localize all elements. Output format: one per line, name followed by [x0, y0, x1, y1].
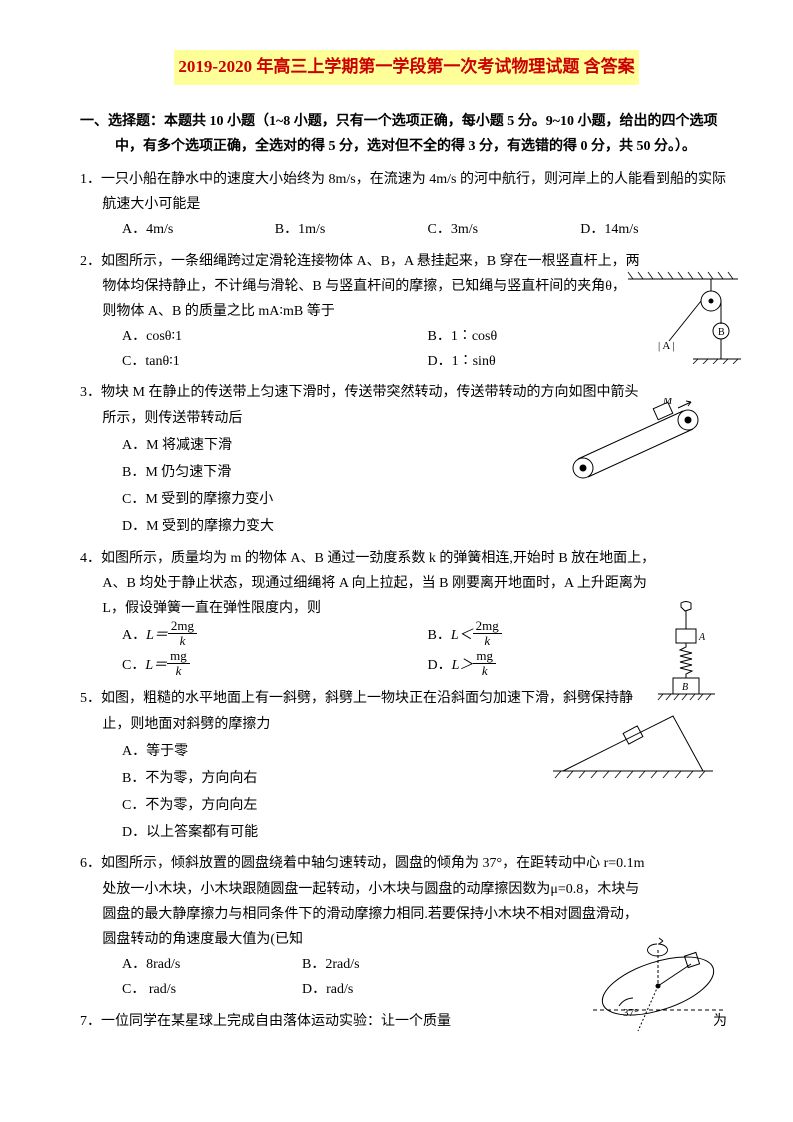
q4-opt-c: C．L＝mgk	[122, 651, 428, 681]
title-wrap: 2019-2020 年高三上学期第一学段第一次考试物理试题 含答案	[80, 50, 733, 99]
q6-options-row2: C． rad/s D．rad/s	[80, 977, 482, 1002]
label-m: M	[662, 398, 673, 407]
section-heading: 一、选择题：本题共 10 小题（1~8 小题，只有一个选项正确，每小题 5 分。…	[80, 109, 733, 159]
conveyor-diagram-icon: M	[563, 398, 713, 483]
q4-d-den: k	[473, 664, 496, 678]
q4-b-eq: L＜	[451, 628, 473, 643]
q6-l2: 处放一小木块，小木块跟随圆盘一起转动，小木块与圆盘的动摩擦因数为μ=0.8，木块…	[80, 877, 733, 902]
q2-opt-c: C．tanθ∶1	[122, 349, 428, 374]
page: 2019-2020 年高三上学期第一学段第一次考试物理试题 含答案 一、选择题：…	[0, 0, 793, 1122]
q2-opt-a: A．cosθ∶1	[122, 324, 428, 349]
incline-diagram-icon	[553, 701, 713, 781]
q6-opt-c: C． rad/s	[122, 977, 302, 1002]
q5-opt-c: C．不为零，方向向左	[122, 793, 733, 818]
label-a: | A |	[658, 340, 675, 352]
q3-opt-d: D．M 受到的摩擦力变大	[122, 514, 733, 539]
label-b: B	[718, 327, 725, 338]
q4-b-prefix: B．	[428, 628, 451, 643]
q7-tail: 为	[577, 1009, 733, 1034]
q1-stem: 1．一只小船在静水中的速度大小始终为 8m/s，在流速为 4m/s 的河中航行，…	[80, 167, 733, 217]
q4-l2: A、B 均处于静止状态，现通过细绳将 A 向上拉起，当 B 刚要离开地面时，A …	[80, 571, 733, 596]
q6-opt-a: A．8rad/s	[122, 952, 302, 977]
question-5: 5．如图，粗糙的水平地面上有一斜劈，斜劈上一物块正在沿斜面匀加速下滑，斜劈保持静…	[80, 686, 733, 845]
question-7: 7．一位同学在某星球上完成自由落体运动实验：让一个质量 为	[80, 1009, 733, 1034]
q4-a-num: 2mg	[168, 619, 197, 634]
q4-l1: 4．如图所示，质量均为 m 的物体 A、B 通过一劲度系数 k 的弹簧相连,开始…	[80, 546, 733, 571]
q6-opt-d: D．rad/s	[302, 977, 482, 1002]
q1-opt-b: B．1m/s	[275, 217, 428, 242]
q6-l1: 6．如图所示，倾斜放置的圆盘绕着中轴匀速转动，圆盘的倾角为 37°，在距转动中心…	[80, 851, 733, 876]
q6-options-row1: A．8rad/s B．2rad/s	[80, 952, 482, 977]
q4-options-row2: C．L＝mgk D．L＞mgk	[80, 651, 733, 681]
label-a2: A	[698, 632, 706, 643]
q4-d-num: mg	[473, 649, 496, 664]
q4-c-prefix: C．	[122, 658, 145, 673]
q4-opt-a: A．L＝2mgk	[122, 621, 428, 651]
q2-figure: B | A |	[623, 269, 743, 364]
q5-opt-d: D．以上答案都有可能	[122, 820, 733, 845]
q6-opt-b: B．2rad/s	[302, 952, 482, 977]
q4-d-eq: L＞	[452, 658, 474, 673]
pulley-diagram-icon: B | A |	[623, 269, 743, 364]
question-4: 4．如图所示，质量均为 m 的物体 A、B 通过一劲度系数 k 的弹簧相连,开始…	[80, 546, 733, 681]
question-6: 6．如图所示，倾斜放置的圆盘绕着中轴匀速转动，圆盘的倾角为 37°，在距转动中心…	[80, 851, 733, 1002]
q4-b-num: 2mg	[473, 619, 502, 634]
question-3: 3．物块 M 在静止的传送带上匀速下滑时，传送带突然转动，传送带转动的方向如图中…	[80, 380, 733, 539]
exam-title: 2019-2020 年高三上学期第一学段第一次考试物理试题 含答案	[174, 50, 638, 85]
question-1: 1．一只小船在静水中的速度大小始终为 8m/s，在流速为 4m/s 的河中航行，…	[80, 167, 733, 243]
q4-a-prefix: A．	[122, 628, 146, 643]
q6-l3: 圆盘的最大静摩擦力与相同条件下的滑动摩擦力相同.若要保持小木块不相对圆盘滑动，	[80, 902, 733, 927]
q3-figure: M	[563, 398, 713, 483]
question-2: 2．如图所示，一条细绳跨过定滑轮连接物体 A、B，A 悬挂起来，B 穿在一根竖直…	[80, 249, 733, 375]
q4-options-row1: A．L＝2mgk B．L＜2mgk	[80, 621, 733, 651]
q4-d-prefix: D．	[428, 658, 452, 673]
q5-figure	[553, 701, 713, 781]
q1-opt-d: D．14m/s	[580, 217, 733, 242]
q4-a-den: k	[168, 634, 197, 648]
q1-options: A．4m/s B．1m/s C．3m/s D．14m/s	[80, 217, 733, 242]
q4-c-num: mg	[167, 649, 190, 664]
q1-opt-a: A．4m/s	[122, 217, 275, 242]
q4-c-den: k	[167, 664, 190, 678]
q7-l1: 7．一位同学在某星球上完成自由落体运动实验：让一个质量	[80, 1009, 577, 1034]
q3-opt-c: C．M 受到的摩擦力变小	[122, 487, 733, 512]
q1-opt-c: C．3m/s	[428, 217, 581, 242]
q4-c-eq: L＝	[145, 658, 167, 673]
q4-a-eq: L＝	[146, 628, 168, 643]
q4-b-den: k	[473, 634, 502, 648]
